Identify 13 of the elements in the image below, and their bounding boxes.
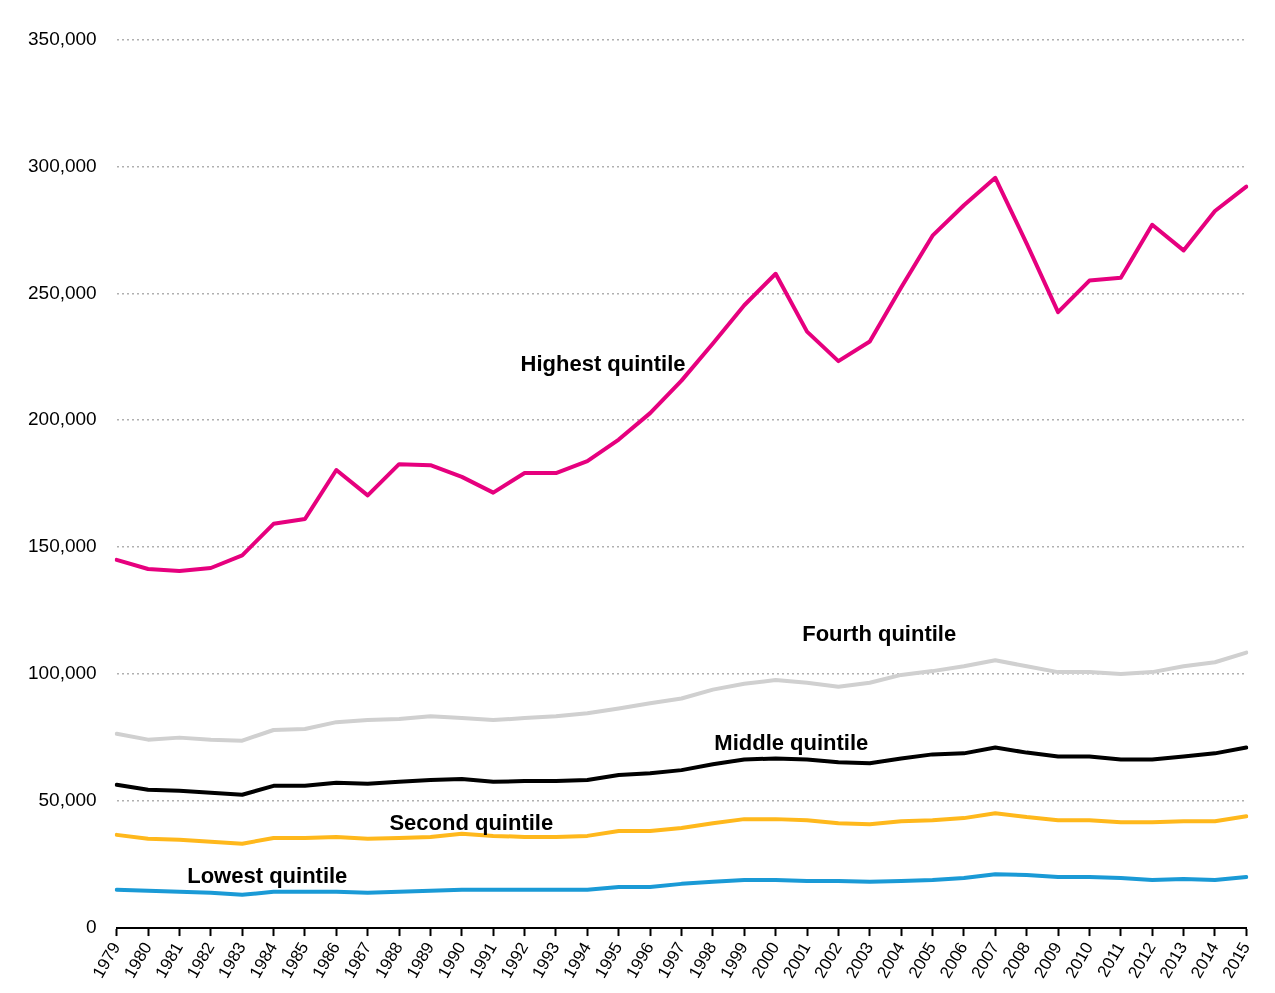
y-tick-label: 0 bbox=[86, 916, 97, 938]
y-tick-label: 350,000 bbox=[27, 27, 97, 49]
series-label: Second quintile bbox=[389, 809, 554, 835]
y-tick-label: 200,000 bbox=[27, 408, 97, 430]
series-label: Lowest quintile bbox=[187, 863, 348, 889]
y-tick-label: 300,000 bbox=[27, 154, 97, 176]
y-tick-label: 250,000 bbox=[27, 281, 97, 303]
series-label: Highest quintile bbox=[520, 351, 686, 377]
series-label: Middle quintile bbox=[714, 730, 869, 756]
y-tick-label: 50,000 bbox=[38, 789, 97, 811]
series-label: Fourth quintile bbox=[802, 621, 957, 647]
y-tick-label: 150,000 bbox=[27, 535, 97, 557]
y-tick-label: 100,000 bbox=[27, 662, 97, 684]
